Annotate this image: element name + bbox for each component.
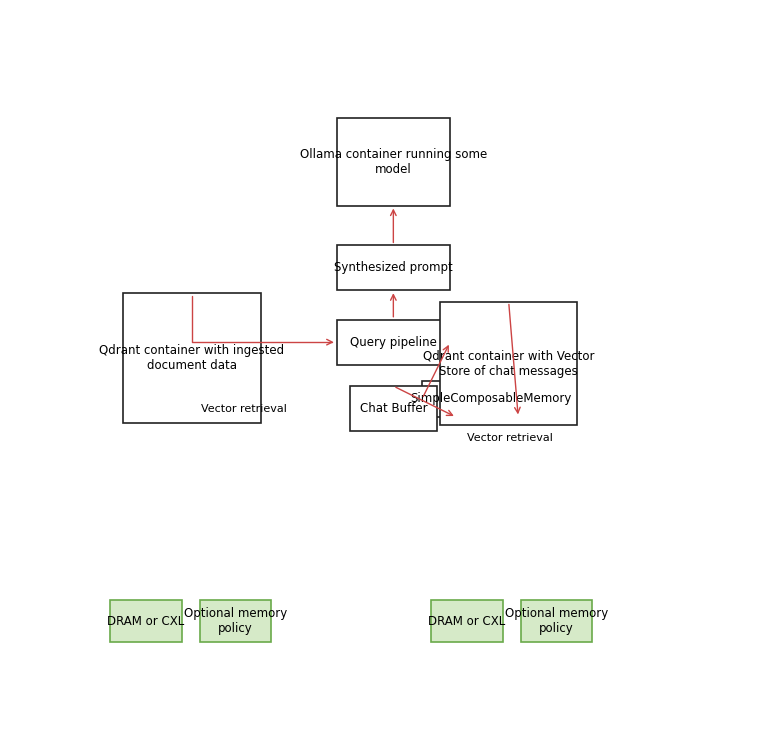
Bar	[431, 600, 503, 643]
Text: Vector retrieval: Vector retrieval	[201, 404, 287, 414]
Bar	[337, 319, 450, 365]
Bar	[123, 293, 261, 423]
Bar	[520, 600, 592, 643]
Text: Qdrant container with Vector
Store of chat messages: Qdrant container with Vector Store of ch…	[423, 349, 594, 377]
Bar	[337, 246, 450, 290]
Bar	[422, 381, 560, 417]
Text: SimpleComposableMemory: SimpleComposableMemory	[410, 393, 571, 406]
Bar	[440, 302, 577, 425]
Text: Query pipeline: Query pipeline	[350, 336, 437, 349]
Text: DRAM or CXL: DRAM or CXL	[107, 615, 184, 628]
Text: Vector retrieval: Vector retrieval	[466, 433, 553, 443]
Text: Ollama container running some
model: Ollama container running some model	[300, 148, 487, 176]
Text: Chat Buffer: Chat Buffer	[359, 402, 427, 415]
Bar	[200, 600, 271, 643]
Bar	[337, 118, 450, 205]
Bar	[350, 386, 436, 431]
Text: Qdrant container with ingested
document data: Qdrant container with ingested document …	[99, 344, 284, 372]
Text: DRAM or CXL: DRAM or CXL	[428, 615, 506, 628]
Bar	[110, 600, 182, 643]
Text: Synthesized prompt: Synthesized prompt	[334, 262, 453, 274]
Text: Optional memory
policy: Optional memory policy	[505, 607, 608, 635]
Text: Optional memory
policy: Optional memory policy	[184, 607, 288, 635]
